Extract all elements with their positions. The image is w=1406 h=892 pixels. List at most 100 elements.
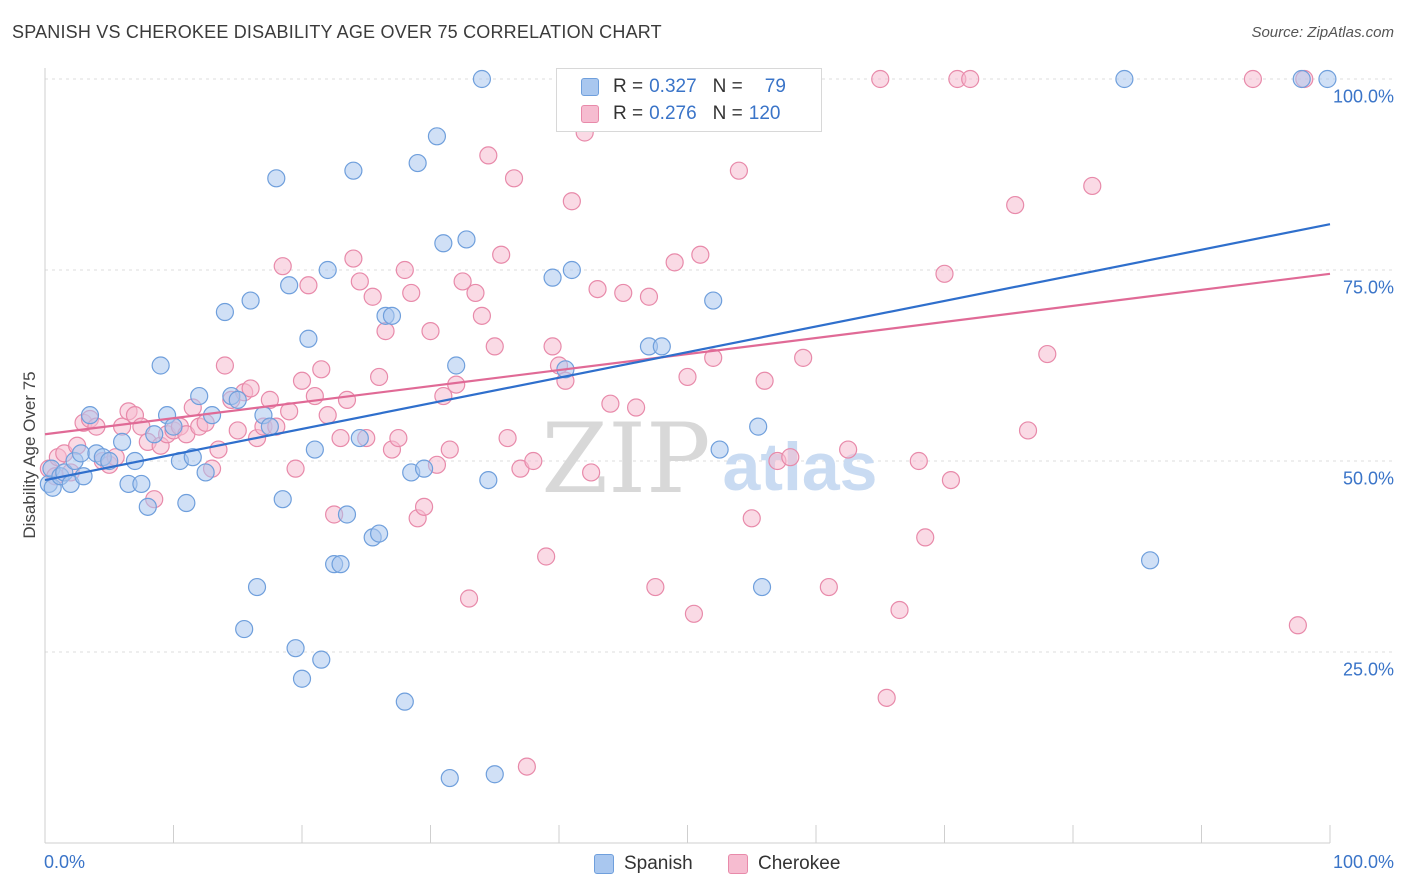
spanish-point: [177, 493, 196, 513]
spanish-point: [132, 474, 151, 494]
cherokee-point: [479, 146, 498, 165]
spanish-point: [241, 291, 260, 310]
spanish-point: [164, 417, 183, 436]
spanish-point: [80, 406, 100, 425]
watermark-zip: ZIP: [541, 403, 710, 515]
spanish-point: [100, 451, 119, 471]
spanish-points: [39, 69, 1337, 788]
spanish-point: [299, 329, 318, 348]
cherokee-point: [440, 440, 459, 459]
cherokee-point: [299, 276, 318, 295]
cherokee-point: [961, 69, 980, 89]
spanish-point: [112, 432, 132, 451]
spanish-point: [457, 230, 476, 249]
cherokee-point: [389, 428, 408, 448]
cherokee-point: [286, 459, 305, 478]
cherokee-point: [639, 287, 659, 306]
spanish-point: [305, 440, 324, 459]
spanish-point: [440, 768, 459, 788]
cherokee-point: [1243, 69, 1263, 89]
spanish-point: [408, 153, 427, 173]
cherokee-point: [819, 577, 838, 597]
axes: [44, 68, 1331, 844]
watermark: ZIP atlas: [541, 403, 877, 515]
cherokee-point: [890, 600, 909, 620]
cherokee-point: [376, 322, 395, 341]
cherokee-point: [588, 280, 607, 299]
watermark-atlas: atlas: [723, 429, 878, 505]
cherokee-point: [582, 463, 601, 482]
cherokee-trend-line: [44, 272, 1331, 436]
y-tick-label-100: 100.0%: [1332, 86, 1394, 107]
legend-n-label: N =: [712, 76, 743, 97]
cherokee-point: [1018, 421, 1038, 440]
cherokee-swatch: [728, 854, 748, 874]
cherokee-point: [871, 69, 890, 89]
cherokee-point: [524, 451, 543, 471]
spanish-point: [370, 524, 389, 543]
legend-n-label: N =: [712, 103, 743, 124]
cherokee-point: [318, 406, 337, 425]
cherokee-point: [215, 356, 234, 375]
cherokee-point: [228, 421, 247, 440]
cherokee-point: [1288, 616, 1307, 635]
spanish-point: [267, 169, 286, 188]
spanish-point: [485, 765, 504, 784]
spanish-point: [318, 260, 337, 280]
cherokee-point: [781, 448, 800, 467]
legend-r-label: R =: [613, 103, 644, 124]
spanish-point: [1115, 69, 1134, 89]
x-tick-label-min: 0.0%: [44, 852, 86, 872]
cherokee-point: [601, 394, 620, 413]
legend-r-label: R =: [613, 76, 644, 97]
spanish-point: [704, 291, 723, 310]
cherokee-point: [421, 322, 440, 341]
spanish-point: [260, 417, 279, 436]
cherokee-point: [312, 360, 331, 379]
spanish-point: [350, 428, 369, 448]
spanish-point: [344, 161, 363, 180]
bottom-legend-spanish-label: Spanish: [624, 853, 693, 874]
spanish-point: [145, 425, 164, 444]
cherokee-point: [729, 161, 749, 180]
chart-title: SPANISH VS CHEROKEE DISABILITY AGE OVER …: [12, 22, 662, 42]
cherokee-point: [260, 390, 279, 409]
spanish-point: [752, 577, 772, 597]
cherokee-point: [331, 428, 350, 448]
cherokee-point: [1006, 195, 1025, 215]
cherokee-point: [646, 577, 665, 597]
spanish-point: [183, 448, 202, 467]
cherokee-point: [877, 688, 896, 707]
cherokee-point: [350, 272, 369, 291]
cherokee-point: [935, 264, 954, 283]
cherokee-point: [614, 283, 633, 303]
cherokee-point: [472, 306, 491, 325]
legend-n-value: 79: [764, 76, 786, 97]
legend-row-cherokee: R = 0.276 N = 120: [581, 102, 780, 126]
spanish-point: [190, 386, 209, 406]
spanish-point: [196, 463, 215, 482]
cherokee-point: [453, 272, 472, 291]
spanish-point: [479, 471, 498, 490]
bottom-legend-spanish: Spanish: [594, 852, 693, 876]
spanish-point: [472, 69, 491, 89]
cherokee-point: [626, 398, 646, 417]
cherokee-point: [1083, 176, 1102, 196]
cherokee-point: [755, 371, 774, 390]
y-tick-label-25: 25.0%: [1342, 659, 1394, 680]
cherokee-point: [492, 245, 511, 264]
cherokee-point: [742, 509, 761, 528]
spanish-point: [286, 639, 305, 658]
gridlines: [45, 78, 1395, 653]
spanish-point: [337, 505, 357, 524]
legend-r-value: 0.327: [649, 76, 697, 97]
spanish-point: [138, 497, 157, 516]
legend-row-spanish: R = 0.327 N = 79: [581, 75, 786, 99]
cherokee-point: [292, 371, 312, 390]
spanish-point: [280, 276, 299, 295]
source-note: Source: ZipAtlas.com: [1251, 24, 1394, 41]
spanish-point: [247, 577, 267, 597]
cherokee-point: [344, 249, 363, 268]
spanish-point: [395, 692, 414, 711]
spanish-point: [331, 555, 350, 574]
